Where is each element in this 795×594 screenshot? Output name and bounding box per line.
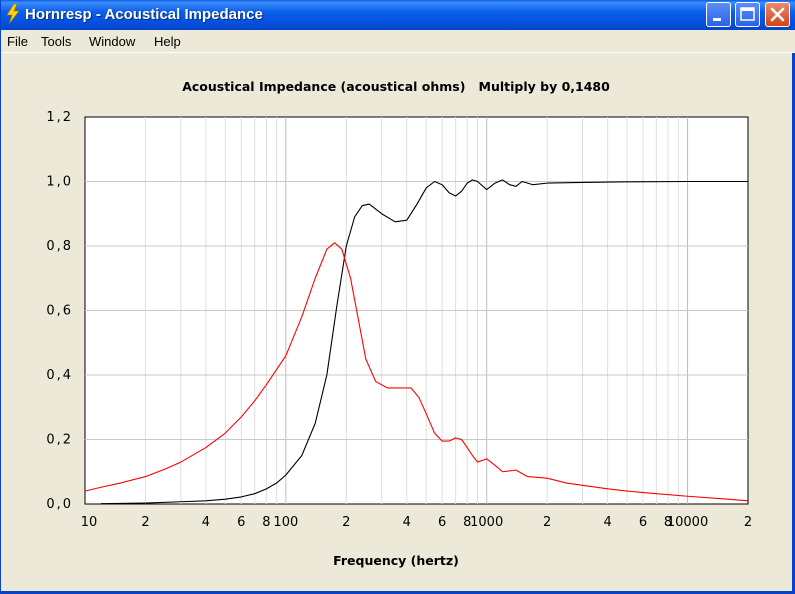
minimize-button[interactable] [706, 2, 731, 27]
y-tick-label: 0,0 [46, 497, 73, 512]
x-tick-label: 8 [262, 515, 270, 530]
x-tick-label: 2 [543, 515, 551, 530]
x-axis-label: Frequency (hertz) [333, 553, 459, 568]
menu-help[interactable]: Help [154, 34, 181, 49]
close-button[interactable] [765, 2, 790, 27]
x-tick-label: 1000 [470, 515, 503, 530]
chart-title: Acoustical Impedance (acoustical ohms) M… [182, 79, 610, 94]
x-tick-label: 8 [664, 515, 672, 530]
series-line-black [100, 179, 748, 505]
y-tick-label: 0,8 [46, 239, 73, 254]
x-tick-label: 4 [202, 515, 210, 530]
close-icon [770, 7, 785, 22]
x-tick-label: 6 [639, 515, 647, 530]
y-tick-label: 0,2 [46, 433, 73, 448]
title-bar[interactable]: Hornresp - Acoustical Impedance [1, 0, 795, 30]
y-tick-label: 1,0 [46, 175, 73, 190]
menu-file[interactable]: File [7, 34, 28, 49]
x-tick-label: 10000 [667, 515, 708, 530]
series-group [84, 179, 749, 505]
x-tick-label: 6 [237, 515, 245, 530]
impedance-chart: Acoustical Impedance (acoustical ohms) M… [46, 79, 752, 568]
maximize-icon [740, 7, 755, 21]
x-tick-label: 4 [603, 515, 611, 530]
x-tick-label: 6 [438, 515, 446, 530]
y-axis-ticks: 0,0 0,2 0,4 0,6 0,8 1,0 1,2 [46, 110, 73, 512]
x-tick-label: 100 [273, 515, 298, 530]
menu-window[interactable]: Window [89, 34, 136, 49]
x-tick-label: 8 [463, 515, 471, 530]
x-tick-label: 2 [141, 515, 149, 530]
y-tick-label: 0,6 [46, 304, 73, 319]
y-tick-label: 0,4 [46, 368, 73, 383]
x-tick-label: 4 [403, 515, 411, 530]
menu-tools[interactable]: Tools [41, 34, 72, 49]
lightning-icon [6, 4, 20, 24]
x-tick-label: 2 [342, 515, 350, 530]
minimize-icon [713, 18, 721, 21]
maximize-button[interactable] [735, 2, 760, 27]
series-line-red [84, 242, 749, 502]
x-tick-label: 10 [81, 515, 98, 530]
x-tick-label: 2 [744, 515, 752, 530]
window-title: Hornresp - Acoustical Impedance [25, 6, 263, 23]
y-tick-label: 1,2 [46, 110, 73, 125]
menu-bar: File Tools Window Help [1, 30, 795, 53]
